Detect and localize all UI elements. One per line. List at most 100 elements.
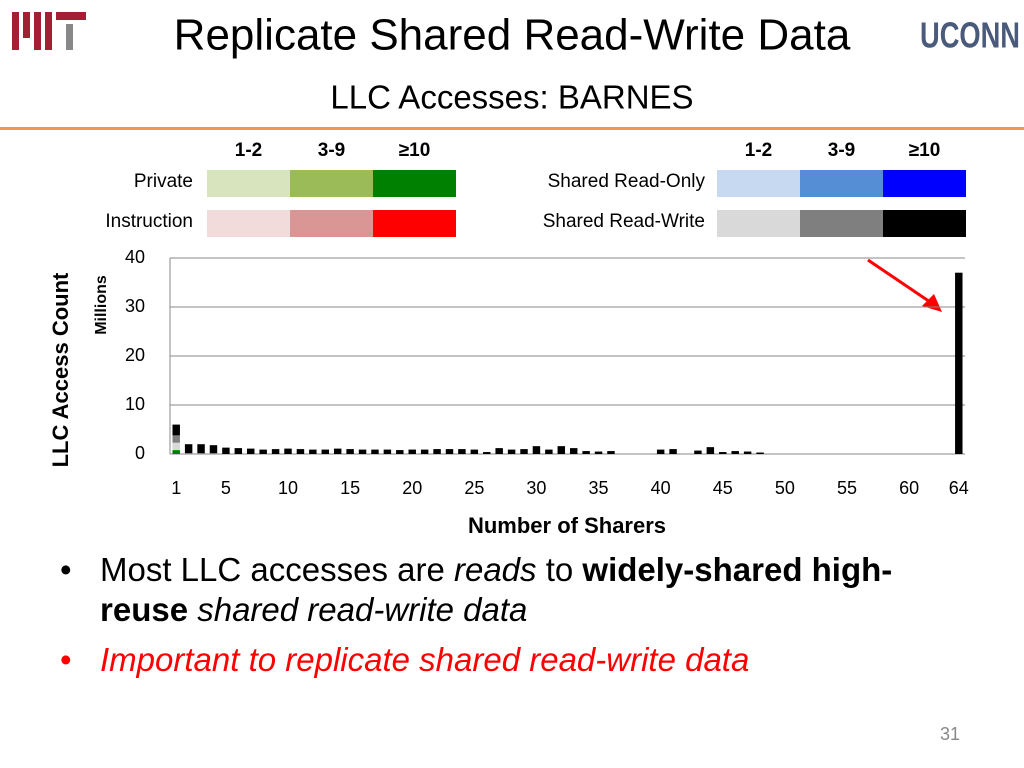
bar-segment bbox=[222, 447, 230, 454]
bullet-text: shared read-write data bbox=[188, 591, 528, 628]
legend-swatch bbox=[717, 210, 800, 237]
legend-group-label: Shared Read-Only bbox=[548, 171, 706, 192]
page-number: 31 bbox=[940, 724, 960, 744]
bar-segment bbox=[271, 449, 280, 454]
legend-swatch bbox=[290, 210, 373, 237]
bar-segment bbox=[607, 451, 615, 454]
bar-segment bbox=[383, 449, 392, 454]
legend-swatch bbox=[717, 170, 800, 197]
bar-segment bbox=[719, 452, 727, 454]
legend-column-label: 1-2 bbox=[745, 140, 772, 161]
legend-column-label: 1-2 bbox=[235, 140, 262, 161]
y-tick-label: 10 bbox=[125, 394, 145, 414]
bar-segment bbox=[545, 449, 553, 454]
bar-segment bbox=[259, 449, 267, 454]
bar-segment bbox=[172, 435, 180, 443]
legend-group-label: Instruction bbox=[105, 211, 193, 232]
bar-segment bbox=[197, 444, 205, 454]
legend-swatch bbox=[207, 210, 290, 237]
bullet-text: Important to replicate shared read-write… bbox=[100, 641, 750, 678]
bar-segment bbox=[445, 449, 454, 454]
y-tick-label: 30 bbox=[125, 296, 145, 316]
arrow bbox=[867, 258, 937, 308]
bar-segment bbox=[743, 451, 752, 454]
bar-segment bbox=[594, 451, 603, 454]
legend-column-label: 3-9 bbox=[318, 140, 345, 161]
y-tick-label: 40 bbox=[125, 247, 145, 267]
bullet-list: • Most LLC accesses are reads to widely-s… bbox=[60, 550, 920, 690]
bar-segment bbox=[358, 449, 367, 454]
legend-column-label: 3-9 bbox=[828, 140, 855, 161]
legend-group-label: Shared Read-Write bbox=[543, 211, 705, 232]
x-tick-label: 40 bbox=[651, 478, 671, 498]
legend-swatch bbox=[800, 210, 883, 237]
bar-segment bbox=[420, 449, 429, 454]
bar-segment bbox=[209, 453, 218, 454]
x-tick-label: 10 bbox=[278, 478, 298, 498]
bullet-text: Most LLC accesses are bbox=[100, 551, 454, 588]
legend-swatch bbox=[207, 170, 290, 197]
bar-segment bbox=[756, 452, 764, 454]
bar-segment bbox=[172, 424, 180, 436]
bullet-text: to bbox=[536, 551, 583, 588]
bar-segment bbox=[371, 449, 379, 454]
bar-segment bbox=[694, 450, 702, 454]
x-tick-label: 35 bbox=[589, 478, 609, 498]
bar-segment bbox=[408, 449, 416, 454]
bar-segment bbox=[731, 451, 739, 454]
bar-segment bbox=[656, 449, 665, 454]
bar-segment bbox=[582, 451, 590, 454]
x-tick-label: 15 bbox=[340, 478, 360, 498]
uconn-logo: UCONN bbox=[920, 15, 1020, 56]
bullet-marker: • bbox=[60, 551, 72, 588]
bar-segment bbox=[247, 448, 255, 454]
bar-segment bbox=[507, 449, 516, 454]
y-unit-label: Millions bbox=[93, 275, 110, 335]
bar-segment bbox=[172, 442, 180, 451]
bar-segment bbox=[532, 446, 541, 454]
bar-segment bbox=[321, 449, 329, 454]
x-axis-label: Number of Sharers bbox=[468, 513, 666, 538]
x-tick-label: 30 bbox=[526, 478, 546, 498]
legend-column-label: ≥10 bbox=[399, 140, 431, 161]
y-tick-label: 20 bbox=[125, 345, 145, 365]
x-tick-label: 5 bbox=[221, 478, 231, 498]
bar-segment bbox=[284, 448, 292, 454]
legend-swatch bbox=[800, 170, 883, 197]
x-tick-label: 20 bbox=[402, 478, 422, 498]
bar-segment bbox=[346, 449, 354, 454]
bar-segment bbox=[955, 272, 963, 454]
bar-segment bbox=[309, 449, 317, 454]
x-tick-label: 1 bbox=[171, 478, 181, 498]
legend-column-label: ≥10 bbox=[909, 140, 941, 161]
bar-segment bbox=[520, 449, 528, 454]
x-tick-label: 25 bbox=[464, 478, 484, 498]
y-axis-label: LLC Access Count bbox=[48, 272, 73, 467]
bar-segment bbox=[458, 449, 466, 454]
x-tick-label: 55 bbox=[837, 478, 857, 498]
bullet-text: reads bbox=[453, 551, 537, 588]
arrow-head bbox=[922, 294, 942, 312]
bar-segment bbox=[433, 449, 441, 454]
legend-swatch bbox=[883, 170, 966, 197]
mit-logo bbox=[12, 12, 86, 50]
legend-swatch bbox=[373, 210, 456, 237]
bar-segment bbox=[569, 448, 578, 454]
bar-segment bbox=[706, 447, 715, 454]
bullet: • Important to replicate shared read-writ… bbox=[60, 640, 920, 680]
bar-segment bbox=[209, 445, 218, 454]
bar-segment bbox=[184, 453, 193, 454]
bar-segment bbox=[396, 450, 404, 454]
bullet-text: widely-shared high-reuse bbox=[100, 551, 893, 628]
bar-segment bbox=[495, 448, 503, 454]
bar-segment bbox=[197, 453, 205, 454]
bullet-marker: • bbox=[60, 641, 72, 678]
subtitle: LLC Accesses: BARNES bbox=[330, 79, 693, 116]
x-tick-label: 64 bbox=[949, 478, 969, 498]
bar-segment bbox=[296, 449, 305, 454]
bar-segment bbox=[333, 448, 342, 454]
bullet: • Most LLC accesses are reads to widely-s… bbox=[60, 550, 920, 630]
legend-swatch bbox=[373, 170, 456, 197]
